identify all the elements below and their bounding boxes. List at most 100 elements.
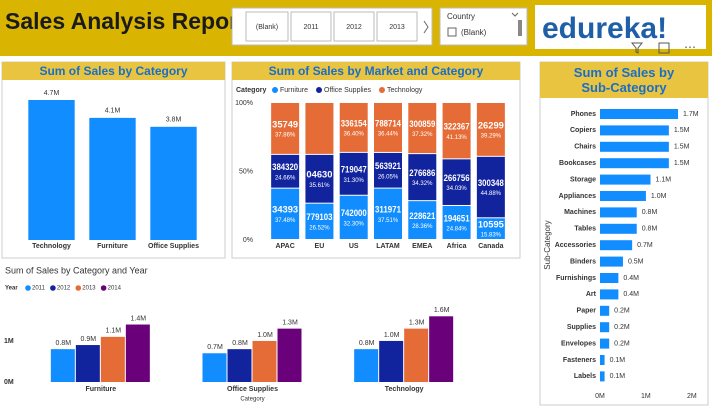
data-label: 0.5M <box>628 258 644 265</box>
year-button[interactable] <box>290 11 332 42</box>
bar <box>89 117 136 240</box>
year-button-label: (Blank) <box>256 24 278 31</box>
data-label: 0.8M <box>359 340 375 347</box>
amount-label: 322367 <box>444 122 470 132</box>
x-tick-label: Furniture <box>97 243 128 250</box>
amount-label: 26299 <box>478 120 504 130</box>
country-title: Country <box>447 12 475 21</box>
legend-title: Year <box>5 286 18 292</box>
amount-label: 194651 <box>444 213 470 223</box>
filter-icon[interactable] <box>630 42 644 54</box>
data-label: 37.86% <box>275 133 296 139</box>
data-label: 0.2M <box>614 324 630 331</box>
more-icon[interactable]: ⋯ <box>684 40 696 54</box>
title-bar <box>2 62 225 80</box>
data-label: 15.83% <box>481 233 502 239</box>
data-label: 35.61% <box>309 183 330 189</box>
bar-segment <box>408 201 437 239</box>
legend-label: 2014 <box>108 286 122 292</box>
data-label: 1.4M <box>131 315 147 322</box>
bar <box>125 324 150 382</box>
bar <box>600 273 619 283</box>
year-button[interactable] <box>245 11 289 42</box>
data-label: 1.0M <box>651 193 667 200</box>
bar <box>202 353 227 382</box>
data-label: 1.7M <box>683 111 699 118</box>
bar-segment <box>476 156 505 218</box>
bar-segment <box>305 154 334 203</box>
data-label: 1.5M <box>674 144 690 151</box>
x-tick-label: Africa <box>447 243 467 250</box>
y-tick-label: Supplies <box>567 324 596 331</box>
data-label: 1.5M <box>674 127 690 134</box>
data-label: 1.1M <box>106 328 122 335</box>
bar <box>600 289 619 300</box>
data-label: 0.2M <box>614 340 630 347</box>
y-tick-label: 50% <box>239 168 253 175</box>
legend-label: Furniture <box>280 87 308 94</box>
bar <box>600 125 669 136</box>
data-label: 0.2M <box>614 308 630 315</box>
amount-label: 04630 <box>306 170 332 180</box>
focus-icon[interactable] <box>658 42 670 54</box>
data-label: 1.3M <box>409 319 425 326</box>
legend-marker <box>25 285 31 291</box>
bar <box>600 207 637 218</box>
bar <box>150 126 197 240</box>
bar-segment <box>476 103 505 156</box>
amount-label: 719047 <box>341 165 367 175</box>
bar-segment <box>339 152 368 195</box>
amount-label: 742000 <box>341 208 367 218</box>
bar-segment <box>408 103 437 154</box>
data-label: 37.32% <box>412 132 433 138</box>
bar-segment <box>408 154 437 201</box>
data-label: 3.8M <box>166 117 182 124</box>
bar-segment <box>271 103 300 154</box>
bar <box>429 316 454 382</box>
bar <box>600 223 637 234</box>
y-tick-label: Paper <box>577 308 597 315</box>
next-arrow[interactable] <box>423 20 429 34</box>
data-label: 31.30% <box>344 178 365 184</box>
amount-label: 563921 <box>375 161 401 171</box>
x-tick-label: EU <box>315 243 325 250</box>
data-label: 0.7M <box>637 242 653 249</box>
axis-title: Category <box>240 397 264 403</box>
bar <box>227 349 252 382</box>
data-label: 0.1M <box>610 373 626 380</box>
x-tick-label: Technology <box>32 243 71 250</box>
scrollbar[interactable] <box>518 20 522 36</box>
data-label: 34.03% <box>446 186 467 192</box>
y-tick-label: Bookcases <box>559 160 596 167</box>
y-tick-label: Fasteners <box>563 357 596 364</box>
dropdown-chevron[interactable] <box>511 12 519 17</box>
data-label: 0.4M <box>623 291 639 298</box>
year-button-label: 2012 <box>346 24 362 31</box>
x-tick-label: Canada <box>478 243 503 250</box>
checkbox[interactable] <box>447 27 457 37</box>
amount-label: 779103 <box>306 212 332 222</box>
year-button[interactable] <box>333 11 375 42</box>
bar <box>379 340 404 382</box>
bar-segment <box>476 218 505 239</box>
bar-segment <box>374 152 402 188</box>
y-tick-label: 100% <box>235 100 253 107</box>
year-button-label: 2013 <box>389 24 405 31</box>
data-label: 34.32% <box>412 181 433 187</box>
data-label: 0.9M <box>81 336 97 343</box>
bar <box>600 355 605 365</box>
bar-segment <box>271 188 300 239</box>
y-tick-label: Binders <box>570 258 596 265</box>
data-label: 0.1M <box>610 357 626 364</box>
bar <box>50 349 75 382</box>
year-button[interactable] <box>376 11 418 42</box>
bar <box>600 141 669 152</box>
bar-segment <box>305 203 334 239</box>
legend-label: Technology <box>387 87 423 94</box>
y-tick-label: Envelopes <box>561 340 596 347</box>
data-label: 0.7M <box>207 344 223 351</box>
y-tick-label: 1M <box>4 338 14 345</box>
bar <box>404 328 429 382</box>
bar <box>277 328 302 382</box>
